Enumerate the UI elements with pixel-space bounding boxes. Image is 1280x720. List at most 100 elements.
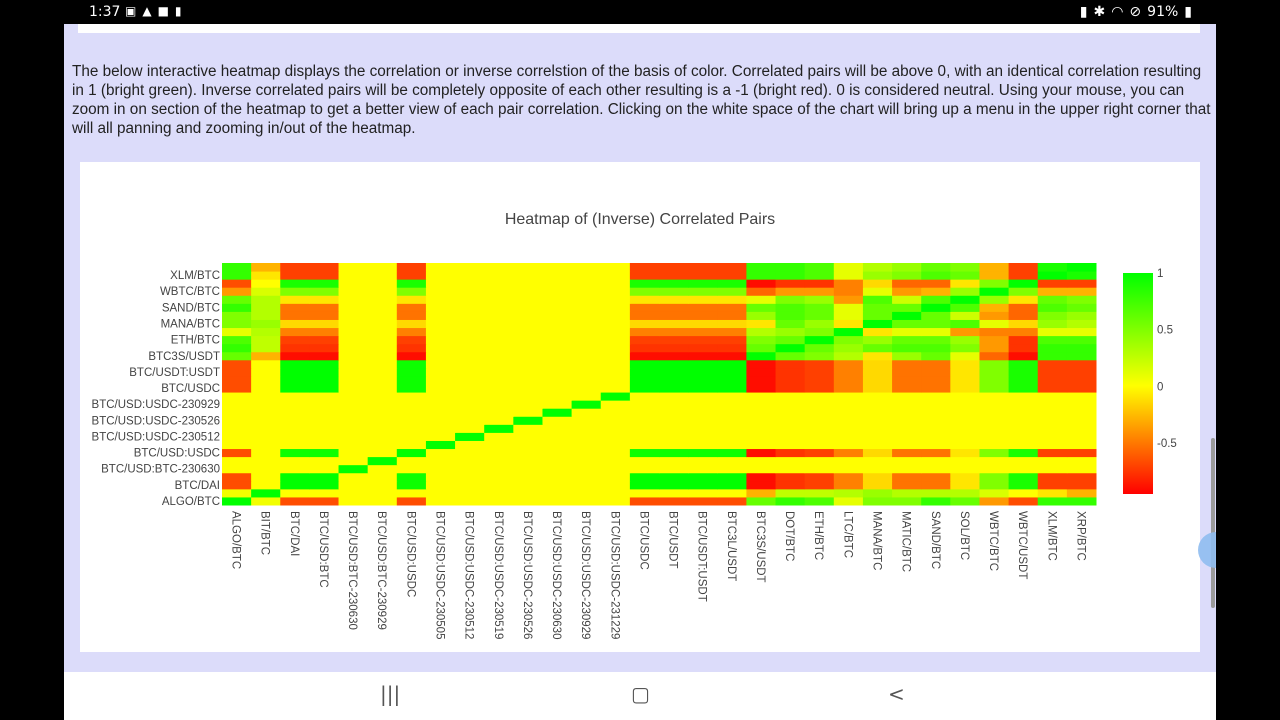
heatmap-cell[interactable] [921,351,951,361]
heatmap-cell[interactable] [892,327,922,337]
heatmap-cell[interactable] [892,287,922,296]
heatmap-cell[interactable] [717,456,747,466]
heatmap-cell[interactable] [717,271,747,280]
heatmap-cell[interactable] [455,279,485,288]
heatmap-cell[interactable] [600,367,631,377]
heatmap-cell[interactable] [979,279,1010,288]
heatmap-cell[interactable] [396,335,427,345]
heatmap-cell[interactable] [600,327,631,337]
heatmap-cell[interactable] [338,375,369,385]
heatmap-cell[interactable] [833,295,864,304]
heatmap-cell[interactable] [979,432,1010,441]
heatmap-cell[interactable] [950,359,980,369]
heatmap-cell[interactable] [309,392,340,401]
heatmap-cell[interactable] [921,287,951,296]
heatmap-cell[interactable] [950,464,980,474]
heatmap-cell[interactable] [775,464,806,474]
heatmap-cell[interactable] [746,488,777,498]
heatmap-cell[interactable] [600,400,631,409]
heatmap-cell[interactable] [775,488,806,498]
heatmap-cell[interactable] [338,440,369,450]
heatmap-cell[interactable] [862,367,893,377]
heatmap-cell[interactable] [222,480,252,490]
heatmap-cell[interactable] [659,367,689,377]
heatmap-cell[interactable] [396,448,427,458]
heatmap-cell[interactable] [979,287,1010,296]
heatmap-cell[interactable] [921,448,951,458]
heatmap-cell[interactable] [892,432,922,441]
heatmap-cell[interactable] [513,263,543,272]
heatmap-cell[interactable] [659,295,689,304]
heatmap-cell[interactable] [1008,448,1039,458]
heatmap-cell[interactable] [804,432,835,441]
heatmap-cell[interactable] [659,480,689,490]
heatmap-cell[interactable] [484,311,514,320]
heatmap-cell[interactable] [921,311,951,320]
heatmap-cell[interactable] [571,303,602,312]
heatmap-cell[interactable] [455,384,485,393]
heatmap-cell[interactable] [1008,295,1039,304]
heatmap-cell[interactable] [484,351,514,361]
heatmap-cell[interactable] [600,319,631,329]
heatmap-cell[interactable] [455,263,485,272]
heatmap-cell[interactable] [280,496,310,506]
heatmap-cell[interactable] [862,488,893,498]
heatmap-cell[interactable] [484,271,514,280]
heatmap-cell[interactable] [950,408,980,417]
heatmap-cell[interactable] [251,408,281,417]
heatmap-cell[interactable] [629,408,660,417]
heatmap-cell[interactable] [979,456,1010,466]
heatmap-cell[interactable] [775,416,806,425]
heatmap-cell[interactable] [775,440,806,450]
heatmap-cell[interactable] [950,375,980,385]
heatmap-cell[interactable] [629,311,660,320]
heatmap-cell[interactable] [280,287,310,296]
heatmap-cell[interactable] [1037,480,1068,490]
heatmap-cell[interactable] [775,448,806,458]
heatmap-cell[interactable] [222,279,252,288]
heatmap-cell[interactable] [280,408,310,417]
heatmap-cell[interactable] [425,400,456,409]
heatmap-cell[interactable] [425,311,456,320]
heatmap-cell[interactable] [309,319,340,329]
heatmap-cell[interactable] [484,287,514,296]
heatmap-cell[interactable] [833,287,864,296]
heatmap-cell[interactable] [1008,392,1039,401]
heatmap-cell[interactable] [309,440,340,450]
heatmap-cell[interactable] [571,271,602,280]
heatmap-chart[interactable]: Heatmap of (Inverse) Correlated Pairs AL… [80,162,1200,652]
heatmap-cell[interactable] [425,448,456,458]
heatmap-cell[interactable] [1066,440,1097,450]
heatmap-cell[interactable] [280,480,310,490]
heatmap-cell[interactable] [688,392,718,401]
heatmap-cell[interactable] [222,448,252,458]
heatmap-cell[interactable] [659,416,689,425]
heatmap-cell[interactable] [688,359,718,369]
heatmap-cell[interactable] [425,367,456,377]
heatmap-cell[interactable] [251,303,281,312]
heatmap-cell[interactable] [746,263,777,272]
heatmap-cell[interactable] [833,392,864,401]
heatmap-cell[interactable] [862,343,893,353]
heatmap-cell[interactable] [367,303,398,312]
heatmap-cell[interactable] [833,279,864,288]
heatmap-cell[interactable] [367,408,398,417]
heatmap-cell[interactable] [659,448,689,458]
heatmap-cell[interactable] [338,432,369,441]
heatmap-cell[interactable] [338,496,369,506]
heatmap-cell[interactable] [688,472,718,482]
heatmap-cell[interactable] [1066,400,1097,409]
heatmap-cell[interactable] [367,472,398,482]
heatmap-cell[interactable] [425,440,456,450]
heatmap-cell[interactable] [251,488,281,498]
heatmap-cell[interactable] [542,440,573,450]
heatmap-cell[interactable] [280,488,310,498]
heatmap-cell[interactable] [688,295,718,304]
floating-action-button[interactable] [1198,532,1216,568]
heatmap-cell[interactable] [513,400,543,409]
heatmap-cell[interactable] [513,440,543,450]
heatmap-cell[interactable] [1066,472,1097,482]
heatmap-cell[interactable] [892,295,922,304]
heatmap-cell[interactable] [746,456,777,466]
heatmap-cell[interactable] [950,400,980,409]
